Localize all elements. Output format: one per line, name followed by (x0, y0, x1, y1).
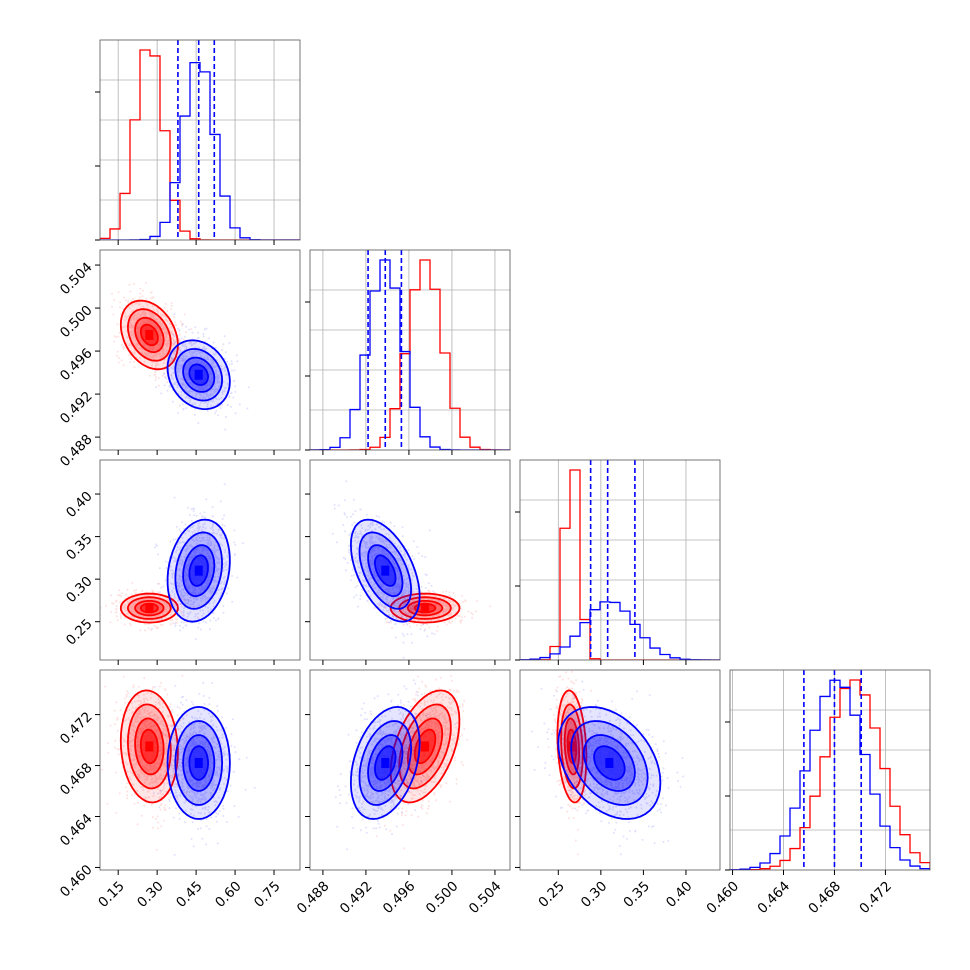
panel-frame (99, 39, 301, 241)
density-peak-1 (194, 757, 203, 768)
histogram-0 (730, 679, 930, 870)
y-tick-label: 0.488 (57, 431, 96, 470)
x-tick-label: 0.468 (805, 878, 844, 917)
density-peak-0 (145, 329, 154, 340)
panel-frame (519, 459, 721, 661)
panel-frame (99, 459, 301, 661)
panel-p2-p2 (305, 249, 511, 455)
panel-body (331, 480, 492, 659)
x-tick-label: 0.464 (754, 878, 793, 917)
panel-p3-p1 (95, 459, 301, 665)
density-peak-0 (145, 603, 154, 614)
density-peak-1 (381, 757, 390, 768)
y-tick-label: 0.30 (63, 573, 96, 606)
x-tick-label: 0.460 (704, 878, 743, 917)
density-peak-0 (145, 741, 154, 752)
y-tick-label: 0.464 (57, 811, 96, 850)
histogram-1 (520, 601, 720, 660)
x-tick-label: 0.488 (294, 878, 333, 917)
x-tick-label: 0.40 (663, 878, 696, 911)
panel-frame (519, 669, 721, 871)
x-tick-label: 0.60 (212, 878, 245, 911)
density-peak-1 (194, 565, 203, 576)
density-peak-0 (421, 603, 430, 614)
panel-frame (309, 669, 511, 871)
density-peak-1 (605, 757, 614, 768)
density-peak-1 (381, 565, 390, 576)
x-tick-label: 0.45 (173, 878, 206, 911)
panel-body (310, 250, 510, 450)
x-tick-label: 0.496 (380, 878, 419, 917)
panel-p3-p2 (305, 459, 511, 665)
panel-body (111, 281, 250, 431)
x-tick-label: 0.15 (95, 878, 128, 911)
histogram-1 (310, 259, 510, 450)
histogram-0 (520, 469, 720, 660)
panel-p2-p1 (95, 249, 301, 455)
histogram-0 (100, 49, 300, 240)
panel-body (730, 670, 930, 870)
panel-body (520, 460, 720, 660)
x-tick-label: 0.492 (337, 878, 376, 917)
y-tick-label: 0.460 (57, 862, 96, 901)
histogram-1 (730, 679, 930, 870)
panel-p4-p3 (515, 669, 721, 875)
panel-frame (729, 669, 931, 871)
y-tick-label: 0.504 (57, 259, 96, 298)
panel-frame (99, 249, 301, 451)
panel-body (100, 670, 256, 856)
x-tick-label: 0.30 (578, 878, 611, 911)
x-tick-label: 0.504 (466, 878, 505, 917)
panel-body (334, 670, 469, 851)
y-tick-label: 0.496 (57, 345, 96, 384)
y-tick-label: 0.500 (57, 302, 96, 341)
panel-body (100, 483, 244, 641)
y-tick-label: 0.492 (57, 388, 96, 427)
panel-frame (309, 459, 511, 661)
panel-p3-p3 (515, 459, 721, 665)
x-tick-label: 0.25 (535, 878, 568, 911)
panel-frame (99, 669, 301, 871)
panel-frame (309, 249, 511, 451)
x-tick-label: 0.472 (856, 878, 895, 917)
panel-p4-p4 (725, 669, 931, 875)
panel-body (100, 40, 300, 240)
density-peak-0 (421, 741, 430, 752)
x-tick-label: 0.75 (251, 878, 284, 911)
x-tick-label: 0.35 (620, 878, 653, 911)
panel-p4-p2 (305, 669, 511, 875)
panel-body (530, 670, 685, 856)
y-tick-label: 0.468 (57, 760, 96, 799)
y-tick-label: 0.35 (63, 531, 96, 564)
y-tick-label: 0.25 (63, 616, 96, 649)
y-tick-label: 0.472 (57, 709, 96, 748)
panel-p4-p1 (95, 669, 301, 875)
panel-p1-p1 (95, 39, 301, 245)
y-tick-label: 0.40 (63, 488, 96, 521)
density-peak-1 (194, 369, 203, 380)
x-tick-label: 0.30 (134, 878, 167, 911)
x-tick-label: 0.500 (423, 878, 462, 917)
